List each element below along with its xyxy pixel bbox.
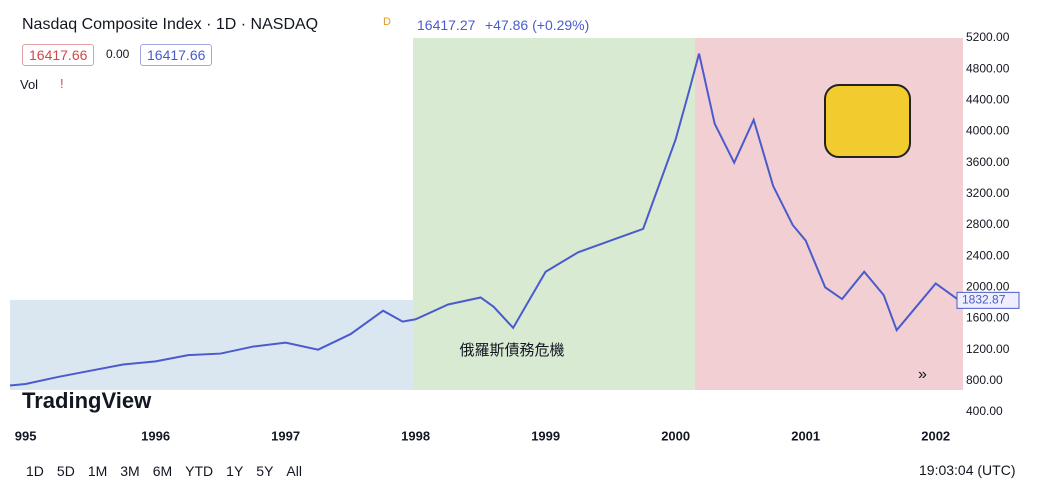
spread: 0.00 — [106, 47, 130, 61]
annotation: 俄羅斯債務危機 — [459, 342, 564, 359]
price-line — [9, 53, 960, 387]
x-tick-label: 2000 — [661, 428, 690, 443]
y-tick-label: 1600.00 — [966, 311, 1010, 325]
y-tick-label: 2400.00 — [966, 248, 1010, 262]
x-tick-label: 1997 — [271, 428, 300, 443]
x-tick-label: 1998 — [401, 428, 430, 443]
x-tick-label: 2001 — [791, 428, 820, 443]
highlight-blue — [10, 300, 413, 390]
range-bar: 1D 5D 1M 3M 6M YTD 1Y 5Y All — [26, 463, 302, 479]
scroll-button[interactable]: » — [918, 366, 927, 383]
y-tick-label: 2800.00 — [966, 217, 1010, 231]
clock: 19:03:04 (UTC) — [919, 462, 1016, 478]
range-button[interactable]: 6M — [152, 463, 173, 479]
range-button[interactable]: 5Y — [256, 463, 274, 479]
vol-label: Vol — [20, 77, 39, 92]
y-tick-label: 400.00 — [966, 404, 1003, 418]
x-tick-label: 2002 — [921, 428, 950, 443]
range-button[interactable]: All — [286, 463, 302, 479]
last-price-label: 1832.87 — [962, 293, 1006, 307]
range-button[interactable]: 1Y — [226, 463, 244, 479]
change: +47.86 (+0.29%) — [485, 17, 590, 33]
y-tick-label: 800.00 — [966, 373, 1003, 387]
y-tick-label: 3600.00 — [966, 155, 1010, 169]
last-price-box — [956, 291, 1020, 309]
y-tick-label: 4000.00 — [966, 124, 1010, 138]
ask[interactable]: 16417.66 — [140, 44, 213, 66]
y-tick-label: 3200.00 — [966, 186, 1010, 200]
x-tick-label: 1999 — [531, 428, 560, 443]
vol-alert: ! — [60, 76, 64, 91]
y-tick-label: 1200.00 — [966, 342, 1010, 356]
range-button[interactable]: 5D — [56, 463, 75, 479]
range-button[interactable]: YTD — [185, 463, 214, 479]
price: 16417.27 — [417, 17, 476, 33]
y-tick-label: 4400.00 — [966, 93, 1010, 107]
y-tick-label: 2000.00 — [966, 280, 1010, 294]
badge: D — [383, 16, 391, 28]
range-button[interactable]: 1M — [87, 463, 108, 479]
bid[interactable]: 16417.66 — [22, 44, 95, 66]
x-tick-label: 1996 — [141, 428, 170, 443]
highlight-green — [413, 38, 695, 390]
range-button[interactable]: 3M — [120, 463, 140, 479]
range-button[interactable]: 1D — [26, 463, 44, 479]
y-tick-label: 5200.00 — [966, 30, 1010, 44]
y-tick-label: 4800.00 — [966, 61, 1010, 75]
emoji-icon — [824, 84, 911, 158]
chart-title: Nasdaq Composite Index · 1D · NASDAQ — [22, 16, 319, 33]
logo: TradingView — [22, 388, 152, 413]
x-tick-label: 995 — [15, 428, 37, 443]
